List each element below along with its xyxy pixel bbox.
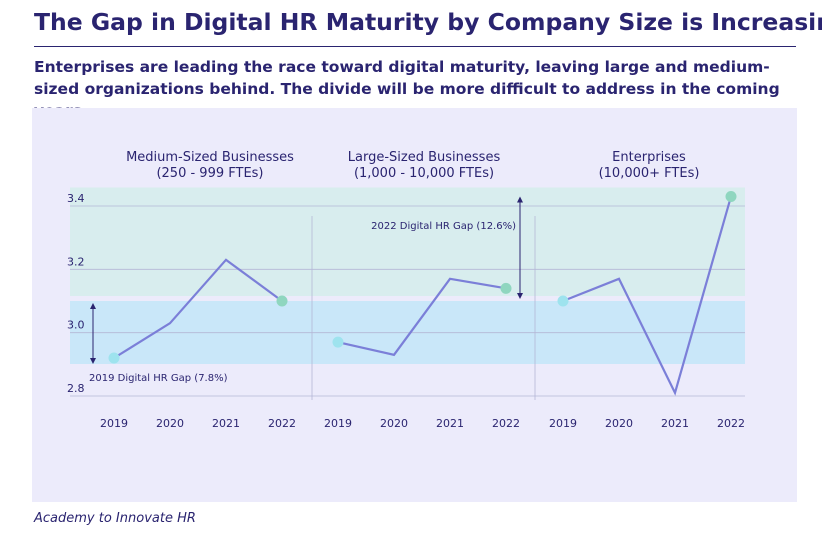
title-divider: [34, 46, 796, 47]
point-2022: [276, 295, 288, 307]
gap-2019-label: 2019 Digital HR Gap (7.8%): [89, 373, 228, 384]
point-2019: [108, 352, 120, 364]
series-line-1: [113, 258, 283, 359]
point-2022: [500, 282, 512, 294]
gap-2022-arrowhead-bottom: [517, 293, 523, 299]
x-tick-label: 2022: [268, 417, 296, 430]
x-tick-label: 2021: [212, 417, 240, 430]
segment-subtitle: (250 - 999 FTEs): [156, 166, 263, 181]
band-2022-gap: [70, 187, 745, 296]
x-tick-label: 2022: [492, 417, 520, 430]
x-tick-label: 2019: [100, 417, 128, 430]
gap-2019-arrowhead-bottom: [90, 358, 96, 364]
x-tick-label: 2019: [549, 417, 577, 430]
segment-title: Enterprises: [612, 150, 686, 165]
y-tick-label: 3.0: [67, 319, 85, 332]
point-2019: [557, 295, 569, 307]
chart-panel: 2.8 3.0 3.2 3.4 Medium-Sized Businesses (250 …: [32, 108, 797, 502]
source-credit: Academy to Innovate HR: [34, 511, 196, 526]
series-line-3: [562, 196, 733, 396]
x-tick-label: 2022: [717, 417, 745, 430]
segment-title: Medium-Sized Businesses: [126, 150, 294, 165]
y-tick-label: 2.8: [67, 382, 85, 395]
x-tick-label: 2020: [156, 417, 184, 430]
point-2022: [725, 191, 737, 202]
x-tick-label: 2021: [661, 417, 689, 430]
x-tick-label: 2020: [380, 417, 408, 430]
series-line-2: [337, 277, 507, 357]
line-chart: 2.8 3.0 3.2 3.4 Medium-Sized Businesses(250 …: [67, 150, 745, 430]
gap-2019-arrowhead-top: [90, 303, 96, 309]
gap-2022-label: 2022 Digital HR Gap (12.6%): [371, 221, 516, 232]
x-tick-label: 2021: [436, 417, 464, 430]
point-2019: [332, 336, 344, 348]
segment-title: Large-Sized Businesses: [348, 150, 501, 165]
x-tick-label: 2020: [605, 417, 633, 430]
y-tick-label: 3.4: [67, 192, 85, 205]
chart-title: The Gap in Digital HR Maturity by Compan…: [34, 8, 822, 36]
segment-subtitle: (10,000+ FTEs): [599, 166, 700, 181]
x-tick-label: 2019: [324, 417, 352, 430]
y-tick-label: 3.2: [67, 255, 85, 268]
segment-subtitle: (1,000 - 10,000 FTEs): [354, 166, 494, 181]
gap-2022-arrowhead-top: [517, 196, 523, 203]
